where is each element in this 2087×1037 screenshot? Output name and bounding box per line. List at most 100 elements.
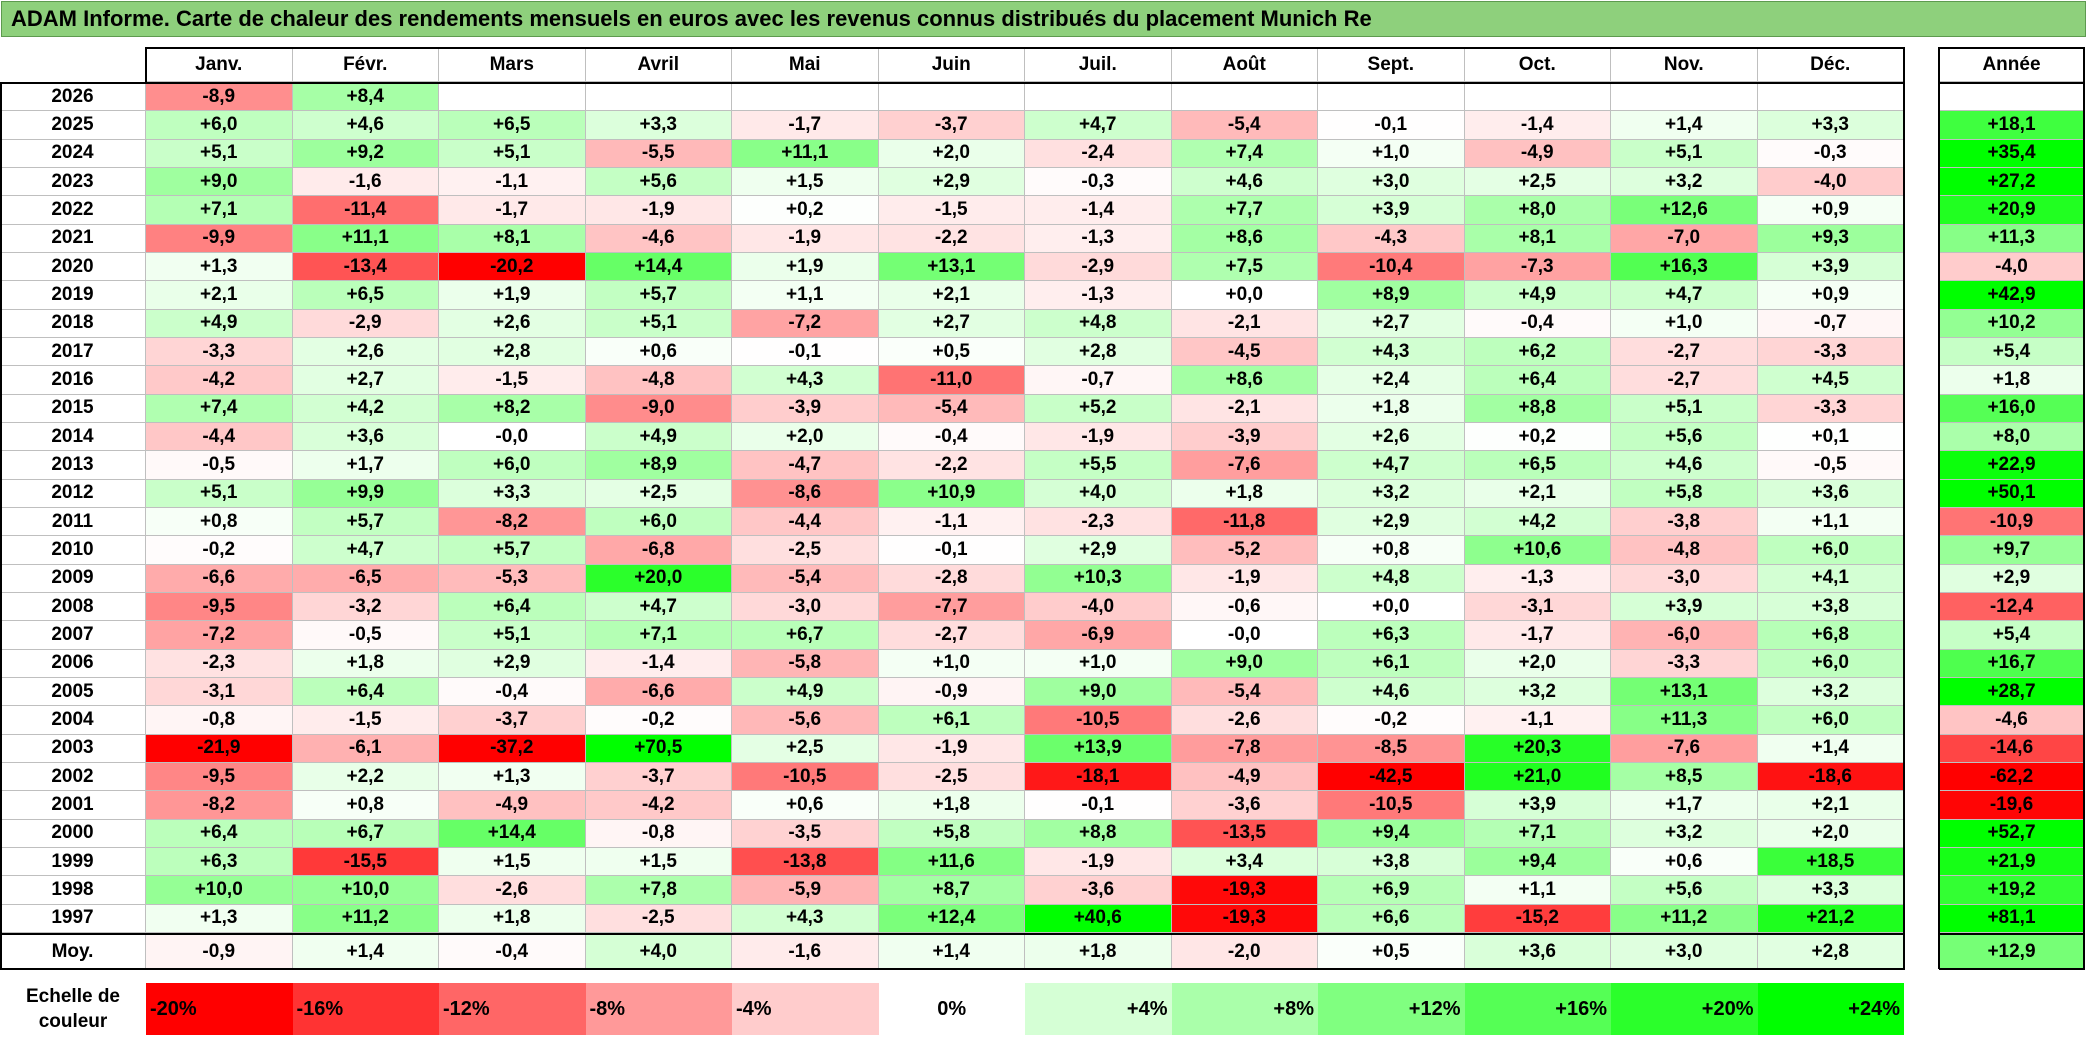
heatmap-cell: +3,0 [1318, 167, 1465, 197]
average-cell: +3,6 [1464, 935, 1611, 969]
heatmap-cell: -1,4 [1025, 196, 1172, 225]
annual-cell: +28,7 [1939, 677, 2085, 707]
frame-line [1939, 968, 2085, 970]
heatmap-cell: -4,0 [1757, 167, 1904, 197]
annual-cell [1939, 83, 2085, 112]
heatmap-cell: +1,8 [1318, 394, 1465, 423]
heatmap-cell: -4,3 [1318, 224, 1465, 253]
heatmap-cell: -5,2 [1171, 536, 1318, 565]
column-header: Avril [585, 48, 732, 82]
average-cell: +1,8 [1025, 935, 1172, 969]
legend-swatch: +24% [1757, 983, 1904, 1035]
heatmap-cell: -1,5 [292, 706, 439, 735]
heatmap-cell: +6,9 [1318, 876, 1465, 905]
heatmap-cell: +3,2 [1611, 167, 1758, 197]
heatmap-cell: +8,0 [1464, 196, 1611, 225]
heatmap-cell: +1,5 [732, 167, 879, 197]
heatmap-cell [732, 83, 879, 112]
heatmap-cell: +8,2 [439, 394, 586, 423]
annual-column-header: Année [1939, 48, 2085, 82]
heatmap-cell: +3,3 [1757, 876, 1904, 905]
heatmap-cell: -5,8 [732, 649, 879, 678]
heatmap-cell: +2,0 [1757, 819, 1904, 848]
row-year-label: 2019 [0, 281, 146, 310]
heatmap-cell [439, 83, 586, 112]
heatmap-cell: -0,7 [1025, 366, 1172, 395]
heatmap-cell: +1,3 [146, 904, 293, 933]
heatmap-cell: +2,9 [878, 167, 1025, 197]
heatmap-cell: +2,0 [732, 422, 879, 452]
heatmap-cell: +0,9 [1757, 196, 1904, 225]
heatmap-cell: -13,5 [1171, 819, 1318, 848]
heatmap-cell: +6,7 [292, 819, 439, 848]
heatmap-cell: +5,2 [1025, 394, 1172, 423]
heatmap-cell: +10,0 [146, 876, 293, 905]
row-year-label: 2008 [0, 592, 146, 622]
heatmap-cell: +0,9 [1757, 281, 1904, 310]
heatmap-cell: +5,6 [1611, 876, 1758, 905]
heatmap-cell: -3,7 [439, 706, 586, 735]
heatmap-cell: -0,4 [878, 422, 1025, 452]
heatmap-cell: +8,8 [1025, 819, 1172, 848]
heatmap-cell: +2,8 [1025, 337, 1172, 367]
heatmap-cell: +9,3 [1757, 224, 1904, 253]
heatmap-cell: -1,9 [732, 224, 879, 253]
heatmap-cell: +0,1 [1757, 422, 1904, 452]
average-cell: +1,4 [292, 935, 439, 969]
heatmap-cell: -4,0 [1025, 592, 1172, 622]
heatmap-cell: -0,2 [585, 706, 732, 735]
heatmap-cell: -7,8 [1171, 734, 1318, 763]
heatmap-cell: -4,4 [732, 507, 879, 537]
column-header: Sept. [1318, 48, 1465, 82]
heatmap-cell: -4,2 [585, 791, 732, 820]
heatmap-cell: +1,1 [732, 281, 879, 310]
heatmap-cell: +6,5 [292, 281, 439, 310]
heatmap-cell: -3,1 [146, 677, 293, 707]
frame-line [2083, 47, 2085, 969]
heatmap-cell: +4,6 [1171, 167, 1318, 197]
heatmap-cell: +2,4 [1318, 366, 1465, 395]
heatmap-cell: -5,9 [732, 876, 879, 905]
heatmap-cell: +0,6 [1611, 847, 1758, 877]
heatmap-cell: -2,8 [878, 564, 1025, 593]
heatmap-cell: -1,5 [878, 196, 1025, 225]
heatmap-cell: +20,3 [1464, 734, 1611, 763]
heatmap-cell: +4,6 [1318, 677, 1465, 707]
heatmap-cell: -8,9 [146, 83, 293, 112]
frame-line [1903, 47, 1905, 969]
heatmap-cell: -0,5 [1757, 451, 1904, 480]
average-cell: +1,4 [878, 935, 1025, 969]
annual-cell: +52,7 [1939, 819, 2085, 848]
heatmap-cell: -9,0 [585, 394, 732, 423]
heatmap-cell: -11,0 [878, 366, 1025, 395]
heatmap-cell: +3,3 [585, 111, 732, 140]
heatmap-cell: -2,5 [732, 536, 879, 565]
annual-cell: +11,3 [1939, 224, 2085, 253]
heatmap-cell: +9,0 [1025, 677, 1172, 707]
heatmap-cell: +0,6 [732, 791, 879, 820]
column-header: Déc. [1757, 48, 1904, 82]
heatmap-cell: -3,7 [585, 762, 732, 792]
heatmap-cell: +5,1 [146, 479, 293, 508]
heatmap-cell: +8,9 [1318, 281, 1465, 310]
heatmap-cell: -42,5 [1318, 762, 1465, 792]
heatmap-cell: +2,1 [146, 281, 293, 310]
heatmap-cell: -0,7 [1757, 309, 1904, 338]
column-header: Nov. [1611, 48, 1758, 82]
heatmap-cell: -7,6 [1611, 734, 1758, 763]
column-header: Oct. [1464, 48, 1611, 82]
legend-label: Echelle de couleur [0, 983, 146, 1035]
row-year-label: 2002 [0, 762, 146, 792]
annual-cell: -12,4 [1939, 592, 2085, 622]
heatmap-cell: +16,3 [1611, 252, 1758, 282]
heatmap-cell: +4,7 [1611, 281, 1758, 310]
heatmap-cell: +2,7 [1318, 309, 1465, 338]
row-year-label: 2014 [0, 422, 146, 452]
row-year-label: 2021 [0, 224, 146, 253]
heatmap-cell: +1,7 [292, 451, 439, 480]
heatmap-cell: +13,1 [878, 252, 1025, 282]
heatmap-cell: +4,7 [1025, 111, 1172, 140]
annual-cell: -10,9 [1939, 507, 2085, 537]
heatmap-cell: +3,2 [1464, 677, 1611, 707]
heatmap-cell: -4,8 [585, 366, 732, 395]
